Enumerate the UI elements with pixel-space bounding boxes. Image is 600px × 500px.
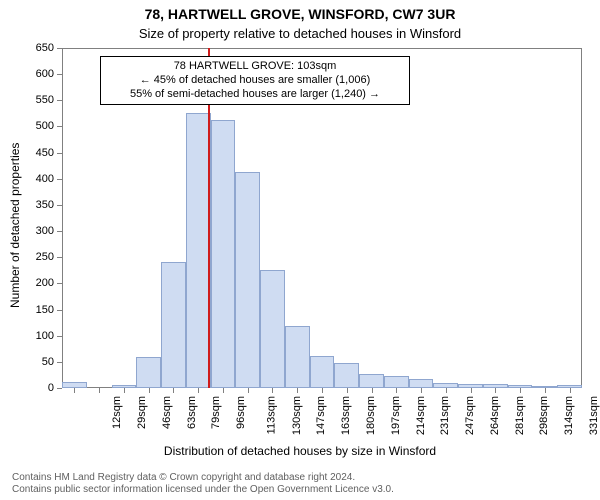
x-axis-label: Distribution of detached houses by size … (0, 444, 600, 458)
ytick-mark (57, 231, 62, 232)
xtick-label: 197sqm (390, 396, 402, 435)
ytick-mark (57, 257, 62, 258)
ytick-label: 250 (0, 251, 54, 263)
xtick-label: 113sqm (265, 396, 277, 434)
attribution-footer: Contains HM Land Registry data © Crown c… (12, 472, 394, 496)
ytick-label: 450 (0, 147, 54, 159)
histogram-bar (334, 363, 359, 388)
histogram-bar (359, 374, 384, 388)
xtick-label: 214sqm (415, 396, 427, 435)
ytick-label: 50 (0, 356, 54, 368)
histogram-bar (161, 262, 186, 388)
chart-title-address: 78, HARTWELL GROVE, WINSFORD, CW7 3UR (0, 6, 600, 22)
xtick-label: 314sqm (563, 396, 575, 435)
xtick-mark (74, 388, 75, 393)
ytick-label: 0 (0, 382, 54, 394)
ytick-label: 600 (0, 68, 54, 80)
ytick-mark (57, 153, 62, 154)
xtick-label: 180sqm (365, 396, 377, 435)
xtick-label: 130sqm (291, 396, 303, 435)
ytick-mark (57, 310, 62, 311)
xtick-mark (99, 388, 100, 393)
xtick-mark (372, 388, 373, 393)
xtick-label: 231sqm (439, 396, 451, 435)
ytick-label: 500 (0, 120, 54, 132)
ytick-mark (57, 126, 62, 127)
ytick-label: 300 (0, 225, 54, 237)
xtick-label: 247sqm (464, 396, 476, 435)
xtick-label: 298sqm (538, 396, 550, 435)
ytick-mark (57, 100, 62, 101)
footer-line-2: Contains public sector information licen… (12, 484, 394, 496)
histogram-bar (186, 113, 211, 388)
histogram-bar (235, 172, 260, 388)
xtick-mark (396, 388, 397, 393)
ytick-label: 650 (0, 42, 54, 54)
xtick-label: 96sqm (235, 396, 247, 429)
xtick-label: 281sqm (514, 396, 526, 435)
ytick-mark (57, 336, 62, 337)
xtick-mark (149, 388, 150, 393)
histogram-bar (409, 379, 434, 388)
xtick-label: 147sqm (316, 396, 328, 435)
ytick-label: 200 (0, 277, 54, 289)
histogram-bar (310, 356, 335, 388)
annotation-line-3: 55% of semi-detached houses are larger (… (107, 88, 403, 102)
ytick-mark (57, 388, 62, 389)
ytick-mark (57, 74, 62, 75)
ytick-mark (57, 48, 62, 49)
annotation-line-2: ← 45% of detached houses are smaller (1,… (107, 74, 403, 88)
xtick-label: 331sqm (588, 396, 600, 435)
chart-title-description: Size of property relative to detached ho… (0, 26, 600, 41)
ytick-mark (57, 362, 62, 363)
ytick-mark (57, 205, 62, 206)
xtick-label: 29sqm (136, 396, 148, 429)
ytick-mark (57, 179, 62, 180)
histogram-bar (384, 376, 409, 388)
ytick-mark (57, 283, 62, 284)
xtick-mark (124, 388, 125, 393)
xtick-label: 264sqm (489, 396, 501, 435)
ytick-label: 100 (0, 330, 54, 342)
footer-line-1: Contains HM Land Registry data © Crown c… (12, 472, 394, 484)
histogram-bar (211, 120, 236, 388)
xtick-mark (322, 388, 323, 393)
xtick-label: 63sqm (186, 396, 198, 429)
xtick-mark (495, 388, 496, 393)
xtick-mark (520, 388, 521, 393)
xtick-mark (421, 388, 422, 393)
xtick-mark (223, 388, 224, 393)
xtick-mark (297, 388, 298, 393)
ytick-label: 150 (0, 304, 54, 316)
xtick-mark (248, 388, 249, 393)
xtick-label: 46sqm (161, 396, 173, 429)
histogram-bar (260, 270, 285, 388)
chart-container: 78, HARTWELL GROVE, WINSFORD, CW7 3UR Si… (0, 0, 600, 500)
xtick-mark (347, 388, 348, 393)
xtick-mark (471, 388, 472, 393)
annotation-box: 78 HARTWELL GROVE: 103sqm ← 45% of detac… (100, 56, 410, 105)
histogram-bar (285, 326, 310, 388)
ytick-label: 400 (0, 173, 54, 185)
xtick-label: 79sqm (210, 396, 222, 429)
histogram-bar (136, 357, 161, 388)
ytick-label: 350 (0, 199, 54, 211)
xtick-mark (545, 388, 546, 393)
ytick-label: 550 (0, 94, 54, 106)
xtick-label: 163sqm (340, 396, 352, 435)
xtick-mark (570, 388, 571, 393)
xtick-mark (446, 388, 447, 393)
xtick-label: 12sqm (111, 396, 123, 429)
xtick-mark (198, 388, 199, 393)
annotation-line-1: 78 HARTWELL GROVE: 103sqm (107, 60, 403, 74)
xtick-mark (272, 388, 273, 393)
xtick-mark (173, 388, 174, 393)
